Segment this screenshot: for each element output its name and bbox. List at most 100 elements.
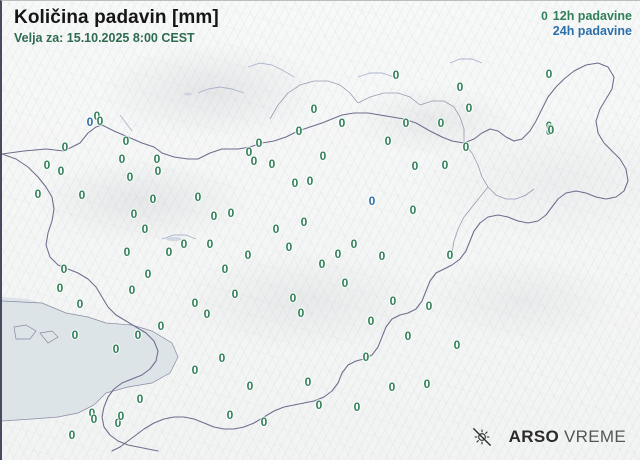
station-value: 0 (388, 380, 396, 394)
station-value: 0 (304, 375, 312, 389)
station-value: 0 (114, 416, 122, 430)
coastline (2, 300, 179, 422)
station-value: 0 (126, 170, 134, 184)
station-value: 0 (353, 400, 361, 414)
rivers (119, 58, 483, 240)
sun-crossed-icon (472, 428, 491, 446)
map-header: Količina padavin [mm] Velja za: 15.10.20… (14, 7, 219, 46)
station-value: 0 (319, 149, 327, 163)
station-value: 0 (244, 248, 252, 262)
station-value: 0 (56, 281, 64, 295)
station-value: 0 (246, 379, 254, 393)
station-value: 0 (154, 164, 162, 178)
brand-name: ARSO VREME (509, 427, 626, 447)
station-value: 0 (306, 174, 314, 188)
station-value: 0 (411, 159, 419, 173)
station-value: 0 (315, 398, 323, 412)
station-value: 0 (149, 192, 157, 206)
station-value: 0 (402, 116, 410, 130)
station-value: 0 (210, 209, 218, 223)
station-value: 0 (547, 123, 555, 137)
station-value: 0 (462, 140, 470, 154)
station-value: 0 (136, 392, 144, 406)
slovenia-national-border (2, 62, 629, 452)
station-value: 0 (389, 294, 397, 308)
station-value: 0 (423, 377, 431, 391)
station-value: 0 (341, 276, 349, 290)
station-value: 0 (68, 428, 76, 442)
station-value: 0 (545, 119, 553, 133)
station-value: 0 (456, 80, 464, 94)
legend-label-24h: 24h padavine (552, 24, 632, 38)
station-value: 0 (338, 116, 346, 130)
station-value: 0 (117, 409, 125, 423)
station-value: 0 (191, 363, 199, 377)
station-value: 0 (191, 296, 199, 310)
station-value: 0 (545, 67, 553, 81)
station-value: 0 (134, 328, 142, 342)
station-value: 0 (334, 247, 342, 261)
station-value: 0 (165, 245, 173, 259)
water-bodies (166, 92, 192, 241)
station-value: 0 (226, 408, 234, 422)
adriatic-sea (2, 301, 178, 421)
station-value: 0 (446, 248, 454, 262)
station-value: 0 (392, 68, 400, 82)
station-value: 0 (88, 406, 96, 420)
brand-name-vreme: VREME (564, 427, 626, 446)
station-value: 0 (157, 319, 165, 333)
station-value: 0 (206, 237, 214, 251)
station-value: 0 (153, 152, 161, 166)
page-title: Količina padavin [mm] (14, 7, 219, 28)
station-value: 0 (546, 122, 554, 136)
station-value: 0 (144, 267, 152, 281)
station-value: 0 (368, 194, 376, 208)
station-value: 0 (255, 136, 263, 150)
station-value: 0 (546, 120, 554, 134)
station-value: 0 (71, 328, 79, 342)
station-value: 0 (545, 124, 553, 138)
station-value: 0 (61, 140, 69, 154)
station-value: 0 (350, 237, 358, 251)
station-value: 0 (227, 206, 235, 220)
brand-name-arso: ARSO (508, 427, 559, 446)
station-value: 0 (57, 164, 65, 178)
station-value: 0 (453, 338, 461, 352)
station-value: 0 (409, 203, 417, 217)
station-value: 0 (300, 215, 308, 229)
station-value: 0 (130, 207, 138, 221)
station-value: 0 (367, 314, 375, 328)
station-value: 0 (90, 412, 98, 426)
station-value: 0 (128, 283, 136, 297)
legend-item-24h: 24h padavine (541, 24, 632, 39)
station-value: 0 (86, 115, 94, 129)
station-value: 0 (78, 188, 86, 202)
valid-time-subtitle: Velja za: 15.10.2025 8:00 CEST (14, 31, 195, 45)
station-value: 0 (218, 351, 226, 365)
brand-logo: ARSO VREME (471, 426, 626, 448)
station-value: 0 (404, 329, 412, 343)
station-value: 0 (250, 154, 258, 168)
legend-item-12h: 0 12h padavine (541, 9, 632, 24)
station-value: 0 (60, 262, 68, 276)
station-value: 0 (291, 176, 299, 190)
station-value: 0 (180, 237, 188, 251)
station-value: 0 (43, 158, 51, 172)
regional-boundaries (269, 80, 535, 254)
station-value: 0 (362, 350, 370, 364)
legend: 0 12h padavine 24h padavine (541, 9, 632, 39)
station-value: 0 (245, 145, 253, 159)
legend-label-12h: 12h padavine (552, 9, 632, 23)
station-value: 0 (260, 415, 268, 429)
station-value: 0 (112, 342, 120, 356)
station-value: 0 (272, 222, 280, 236)
station-value: 0 (76, 297, 84, 311)
station-value: 0 (231, 287, 239, 301)
slovenia-border-west (2, 153, 159, 452)
station-value: 0 (384, 134, 392, 148)
station-value: 0 (285, 240, 293, 254)
station-value: 0 (34, 187, 42, 201)
station-value: 0 (203, 307, 211, 321)
